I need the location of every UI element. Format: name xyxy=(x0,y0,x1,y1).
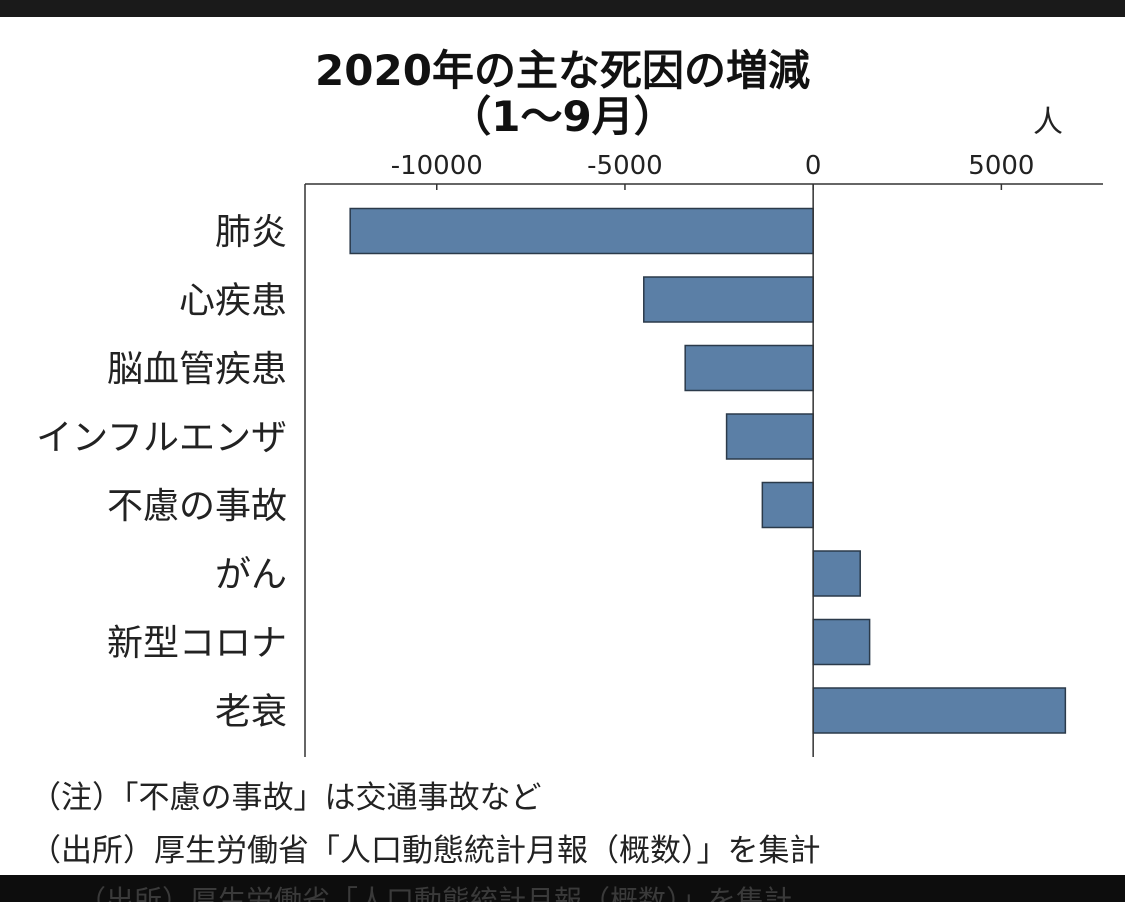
x-tick-label: 0 xyxy=(805,151,822,181)
bar xyxy=(812,687,1067,734)
bar xyxy=(761,481,814,529)
bar-chart: -10000 -5000 0 5000 人肺炎心疾患脳血管疾患インフルエンザ不慮の事故が… xyxy=(36,105,1103,757)
category-label: 老衰 xyxy=(215,692,287,733)
bar xyxy=(725,413,814,460)
chart-subtitle: （1〜9月） xyxy=(449,92,676,141)
x-tick-label: -10000 xyxy=(391,151,483,181)
chart-note: （注）「不慮の事故」は交通事故など xyxy=(30,780,542,816)
x-tick-label: -5000 xyxy=(587,151,663,181)
bottom-ghost-text: （出所）厚生労働省「人口動態統計月報（概数）」を集計 xyxy=(78,884,793,902)
category-label: 新型コロナ xyxy=(107,623,287,664)
unit-label: 人 xyxy=(1033,105,1063,140)
category-label: がん xyxy=(215,555,287,596)
category-label: 肺炎 xyxy=(215,212,287,253)
category-label: 脳血管疾患 xyxy=(107,349,287,390)
category-label: 不慮の事故 xyxy=(107,486,287,527)
bar xyxy=(812,550,861,597)
chart-title: 2020年の主な死因の増減 xyxy=(315,46,810,95)
chart-card: 2020年の主な死因の増減 （1〜9月） -10000 -5000 0 5000 人肺炎… xyxy=(0,17,1125,875)
chart-source: （出所）厚生労働省「人口動態統計月報（概数）」を集計 xyxy=(30,833,821,869)
category-label: 心疾患 xyxy=(179,281,287,322)
bottom-strip: （出所）厚生労働省「人口動態統計月報（概数）」を集計 xyxy=(0,875,1125,902)
bar xyxy=(684,344,814,392)
x-tick-label: 5000 xyxy=(968,151,1034,181)
bar xyxy=(643,276,814,323)
bar xyxy=(349,207,814,255)
category-label: インフルエンザ xyxy=(36,418,287,459)
bar xyxy=(812,618,871,666)
